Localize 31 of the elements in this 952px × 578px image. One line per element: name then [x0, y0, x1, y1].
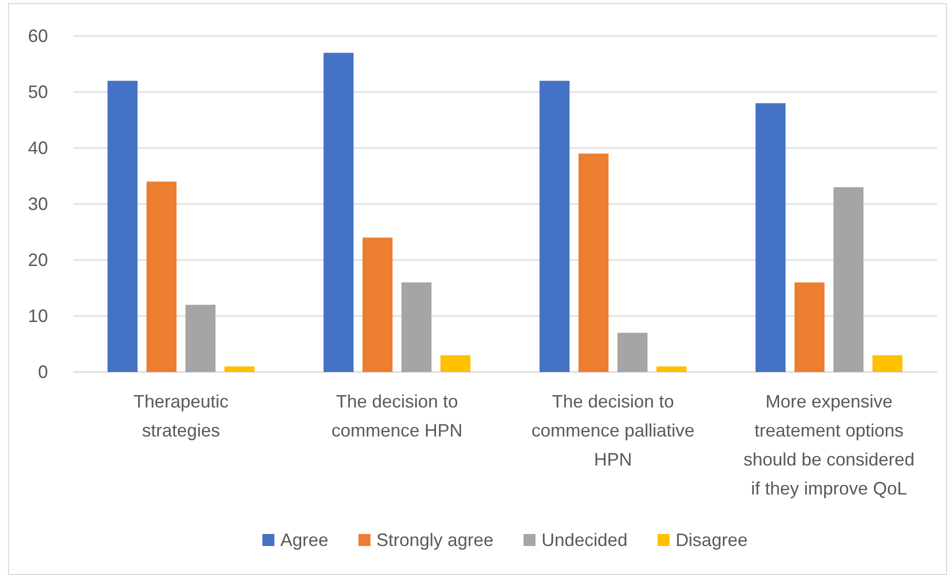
bar [362, 238, 393, 372]
bar [401, 282, 432, 372]
legend-label: Agree [280, 530, 328, 550]
bar [794, 282, 825, 372]
bar [617, 332, 648, 372]
bar [185, 304, 216, 372]
bar [108, 80, 138, 372]
bar [578, 154, 609, 372]
y-tick-label: 50 [28, 82, 48, 102]
y-tick-label: 0 [38, 362, 48, 382]
y-tick-label: 40 [28, 138, 48, 158]
x-tick-label: More expensive treatement options should be considered if they improve QoL [743, 391, 915, 498]
bar [440, 355, 470, 372]
y-tick-label: 20 [28, 250, 48, 270]
x-tick-label: Therapeutic strategies [133, 391, 229, 440]
bar [756, 103, 786, 372]
y-tick-label: 30 [28, 194, 48, 214]
bar [872, 355, 902, 372]
y-tick-label: 10 [28, 306, 48, 326]
y-tick-label: 60 [28, 26, 48, 46]
bar [324, 52, 354, 372]
x-tick-label: The decision to commence palliative HPN [531, 391, 695, 470]
x-tick-label: The decision to commence HPN [331, 391, 463, 440]
legend-label: Undecided [542, 530, 628, 550]
legend-label: Disagree [676, 530, 748, 550]
bar [224, 366, 254, 372]
bar [146, 182, 177, 372]
bar [540, 80, 570, 372]
legend-label: Strongly agree [376, 530, 494, 550]
bar [656, 366, 686, 372]
bar [833, 187, 864, 372]
